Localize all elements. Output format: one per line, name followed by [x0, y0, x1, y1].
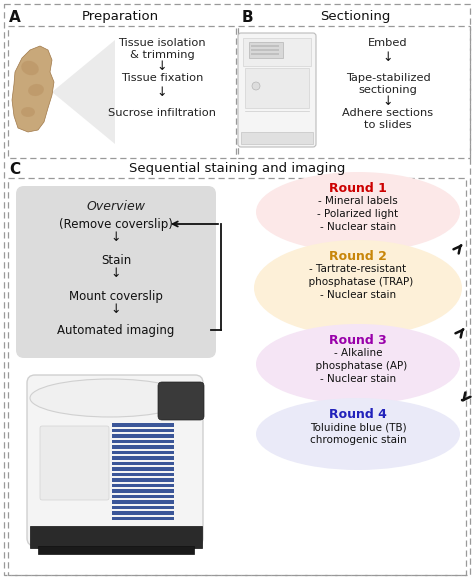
Bar — [112, 423, 174, 427]
Bar — [112, 461, 174, 465]
Bar — [112, 472, 174, 476]
Bar — [8, 178, 466, 575]
Text: Toluidine blue (TB)
chromogenic stain: Toluidine blue (TB) chromogenic stain — [310, 422, 406, 445]
Bar — [112, 483, 174, 487]
Text: ↓: ↓ — [383, 95, 393, 108]
Text: ↓: ↓ — [383, 51, 393, 64]
Bar — [112, 478, 174, 482]
Text: Sucrose infiltration: Sucrose infiltration — [108, 108, 216, 118]
Text: Round 3: Round 3 — [329, 334, 387, 347]
Bar — [112, 445, 174, 449]
Text: ↓: ↓ — [111, 231, 121, 244]
Bar — [112, 500, 174, 504]
Ellipse shape — [21, 107, 35, 117]
Bar — [8, 26, 236, 158]
Bar — [112, 434, 174, 438]
Bar — [238, 26, 470, 158]
Bar — [249, 42, 283, 58]
Bar — [251, 45, 279, 47]
Text: - Mineral labels
- Polarized light
- Nuclear stain: - Mineral labels - Polarized light - Nuc… — [318, 196, 399, 232]
Text: Round 4: Round 4 — [329, 408, 387, 421]
Ellipse shape — [256, 398, 460, 470]
Text: ↓: ↓ — [111, 303, 121, 316]
Ellipse shape — [30, 379, 190, 417]
Bar — [112, 489, 174, 493]
Bar — [241, 132, 313, 144]
Polygon shape — [12, 46, 54, 132]
FancyBboxPatch shape — [238, 33, 316, 147]
Bar — [112, 511, 174, 515]
Text: - Alkaline
  phosphatase (AP)
- Nuclear stain: - Alkaline phosphatase (AP) - Nuclear st… — [309, 348, 407, 384]
Bar — [112, 494, 174, 498]
Bar — [112, 439, 174, 443]
Ellipse shape — [28, 84, 44, 96]
Bar — [38, 546, 194, 554]
Bar — [112, 428, 174, 432]
Text: - Tartrate-resistant
  phosphatase (TRAP)
- Nuclear stain: - Tartrate-resistant phosphatase (TRAP) … — [302, 264, 414, 301]
FancyBboxPatch shape — [158, 382, 204, 420]
Bar — [251, 49, 279, 51]
Text: Embed: Embed — [368, 38, 408, 48]
Text: (Remove coverslip): (Remove coverslip) — [59, 218, 173, 231]
Ellipse shape — [254, 240, 462, 336]
Bar — [245, 68, 309, 108]
Ellipse shape — [256, 172, 460, 252]
Text: Tissue isolation
& trimming: Tissue isolation & trimming — [118, 38, 206, 60]
Bar — [112, 505, 174, 509]
Ellipse shape — [256, 324, 460, 404]
FancyBboxPatch shape — [40, 426, 109, 500]
Text: Preparation: Preparation — [82, 10, 159, 23]
Text: ↓: ↓ — [157, 86, 167, 99]
FancyBboxPatch shape — [16, 186, 216, 358]
Text: Overview: Overview — [86, 200, 146, 213]
Circle shape — [252, 82, 260, 90]
Text: Automated imaging: Automated imaging — [57, 324, 175, 337]
Text: Round 1: Round 1 — [329, 182, 387, 195]
Text: Sectioning: Sectioning — [320, 10, 390, 23]
Text: B: B — [242, 10, 254, 25]
FancyBboxPatch shape — [27, 375, 203, 546]
Text: Round 2: Round 2 — [329, 250, 387, 263]
Bar — [251, 53, 279, 55]
Text: ↓: ↓ — [111, 267, 121, 280]
Bar — [112, 450, 174, 454]
Bar — [112, 516, 174, 520]
Polygon shape — [278, 40, 316, 144]
Text: Tape-stabilized
sectioning: Tape-stabilized sectioning — [346, 73, 430, 96]
Text: Mount coverslip: Mount coverslip — [69, 290, 163, 303]
Text: Tissue fixation: Tissue fixation — [121, 73, 203, 83]
Text: Adhere sections
to slides: Adhere sections to slides — [342, 108, 434, 130]
Bar — [112, 456, 174, 460]
Bar — [243, 38, 311, 66]
Text: Stain: Stain — [101, 254, 131, 267]
Text: C: C — [9, 162, 20, 177]
Bar — [30, 526, 202, 548]
Bar — [112, 467, 174, 471]
Ellipse shape — [21, 61, 39, 75]
Polygon shape — [52, 40, 115, 144]
Text: Sequential staining and imaging: Sequential staining and imaging — [129, 162, 345, 175]
Text: A: A — [9, 10, 21, 25]
Text: ↓: ↓ — [157, 60, 167, 73]
